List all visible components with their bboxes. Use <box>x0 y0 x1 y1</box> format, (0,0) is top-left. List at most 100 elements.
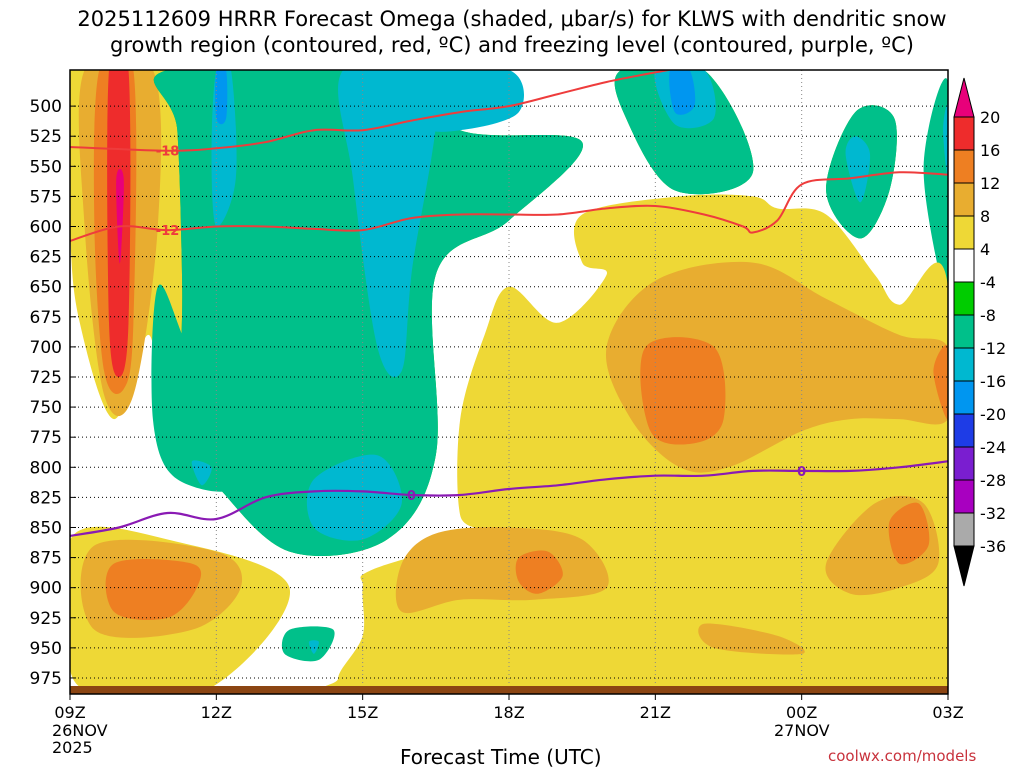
date-label-start: 26NOV 2025 <box>52 722 108 756</box>
omega-region-37 <box>933 345 948 420</box>
colorbar-label: -4 <box>980 273 996 292</box>
x-tick-label: 15Z <box>347 703 378 722</box>
y-tick-label: 575 <box>30 187 62 207</box>
y-tick-label: 850 <box>30 518 62 538</box>
omega-region-19 <box>845 136 871 203</box>
dgz-contour--18 <box>70 70 674 152</box>
omega-region-7 <box>153 70 583 557</box>
colorbar-segment <box>953 248 975 283</box>
dgz-contour--12 <box>70 171 948 242</box>
date-label-next-day: 27NOV <box>774 721 830 740</box>
freezing-level-label: 0 <box>407 489 416 504</box>
omega-region-35 <box>640 337 726 445</box>
omega-region-25 <box>308 640 319 654</box>
colorbar-label: 4 <box>980 240 990 259</box>
omega-region-12 <box>215 70 228 125</box>
y-tick-label: 700 <box>30 338 62 358</box>
y-tick-label: 525 <box>30 127 62 147</box>
omega-region-33 <box>105 558 202 621</box>
colorbar-bottom-arrow <box>953 545 975 587</box>
omega-region-29 <box>395 527 609 614</box>
colorbar-label: -24 <box>980 438 1006 457</box>
grid-lines <box>70 70 948 690</box>
omega-region-14 <box>614 70 754 195</box>
x-axis-label: Forecast Time (UTC) <box>400 745 602 769</box>
y-tick-label: 550 <box>30 157 62 177</box>
y-tick-label: 875 <box>30 549 62 569</box>
colorbar-segment <box>953 116 975 151</box>
dgz-contour-label: -18 <box>156 145 180 160</box>
y-tick-label: 750 <box>30 398 62 418</box>
freezing-level-label: 0 <box>797 465 806 480</box>
y-tick-label: 625 <box>30 248 62 268</box>
omega-region-24 <box>281 626 335 662</box>
colorbar-segment <box>953 314 975 349</box>
colorbar-segment <box>953 182 975 217</box>
date-label-next: 27NOV <box>774 722 830 739</box>
colorbar-segment <box>953 149 975 184</box>
date-label-start-year: 2025 <box>52 738 93 757</box>
colorbar-label: -8 <box>980 306 996 325</box>
x-tick-label: 00Z <box>786 703 817 722</box>
y-tick-label: 500 <box>30 97 62 117</box>
omega-region-23 <box>191 460 212 486</box>
colorbar-segment <box>953 347 975 382</box>
y-tick-label: 975 <box>30 669 62 689</box>
omega-region-31 <box>698 623 805 655</box>
omega-region-21 <box>943 104 948 179</box>
omega-region-38 <box>778 451 817 494</box>
colorbar-label: 16 <box>980 141 1000 160</box>
omega-region-22 <box>151 284 241 492</box>
date-label-start-day: 26NOV <box>52 721 108 740</box>
y-tick-label: 650 <box>30 278 62 298</box>
credit-link[interactable]: coolwx.com/models <box>828 747 977 765</box>
colorbar-label: -16 <box>980 372 1006 391</box>
omega-shading <box>70 70 948 690</box>
omega-region-40 <box>638 616 683 645</box>
omega-region-36 <box>888 502 930 565</box>
y-tick-label: 900 <box>30 579 62 599</box>
y-tick-label: 775 <box>30 428 62 448</box>
y-tick-label: 600 <box>30 218 62 238</box>
colorbar-label: 20 <box>980 108 1000 127</box>
omega-region-39 <box>692 516 736 567</box>
colorbar-segment <box>953 446 975 481</box>
omega-region-16 <box>669 70 696 115</box>
freezing-level-contour <box>70 460 948 537</box>
terrain-ground-strip <box>70 686 948 694</box>
colorbar-label: -32 <box>980 504 1006 523</box>
dgz-contour-label: -12 <box>156 224 180 239</box>
colorbar-segment <box>953 413 975 448</box>
colorbar-top-arrow <box>953 77 975 118</box>
colorbar-label: 8 <box>980 207 990 226</box>
y-tick-label: 725 <box>30 368 62 388</box>
title-line-1: 2025112609 HRRR Forecast Omega (shaded, … <box>77 7 947 31</box>
x-tick-label: 12Z <box>201 703 232 722</box>
omega-colorbar: 20 16 12 8 4 -4 -8 -12 -16 -20 -24 -28 -32 -36 <box>953 77 1006 587</box>
colorbar-label: -36 <box>980 537 1006 556</box>
x-tick-label: 03Z <box>932 703 963 722</box>
y-tick-label: 950 <box>30 639 62 659</box>
x-tick-label: 18Z <box>493 703 524 722</box>
title-line-2: growth region (contoured, red, ºC) and f… <box>110 33 914 57</box>
x-tick-label: 09Z <box>54 703 85 722</box>
contour-lines: -18 -12 0 0 <box>70 70 948 537</box>
colorbar-label: -12 <box>980 339 1006 358</box>
y-tick-label: 925 <box>30 609 62 629</box>
colorbar-segment <box>953 512 975 547</box>
colorbar-segment <box>953 380 975 415</box>
colorbar-segment <box>953 215 975 250</box>
colorbar-segment <box>953 479 975 514</box>
omega-region-20 <box>923 78 948 315</box>
y-tick-label: 675 <box>30 308 62 328</box>
time-axis: 09Z 12Z 15Z 18Z 21Z 00Z 03Z <box>54 694 964 722</box>
colorbar-label: 12 <box>980 174 1000 193</box>
colorbar-segment <box>953 281 975 316</box>
omega-region-4 <box>116 168 124 264</box>
pressure-axis: 500 525 550 575 600 625 650 675 700 725 750 775 800 8… <box>30 97 76 689</box>
colorbar-label: -28 <box>980 471 1006 490</box>
x-tick-label: 21Z <box>640 703 671 722</box>
chart-title: 2025112609 HRRR Forecast Omega (shaded, … <box>0 6 1024 58</box>
y-tick-label: 825 <box>30 488 62 508</box>
